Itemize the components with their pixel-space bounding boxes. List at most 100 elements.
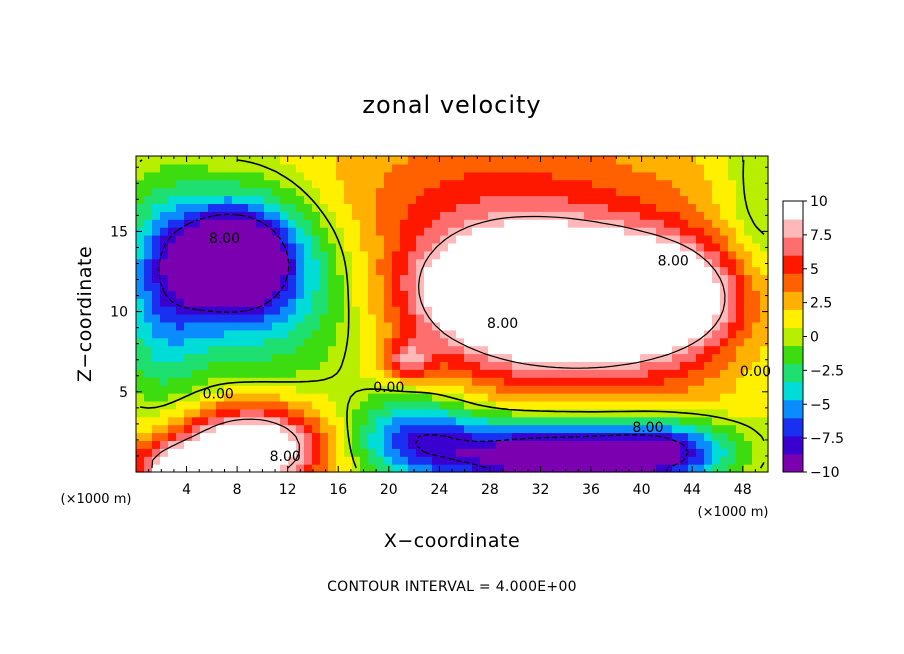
heatmap-cell	[648, 377, 657, 386]
heatmap-cell	[520, 227, 529, 236]
heatmap-cell	[336, 464, 345, 473]
heatmap-cell	[576, 306, 585, 315]
heatmap-cell	[136, 456, 145, 465]
heatmap-cell	[376, 171, 385, 181]
heatmap-cell	[360, 337, 369, 347]
heatmap-cell	[360, 393, 369, 402]
heatmap-cell	[672, 266, 681, 276]
heatmap-cell	[408, 369, 417, 378]
heatmap-cell	[424, 274, 433, 283]
heatmap-cell	[672, 361, 681, 370]
heatmap-cell	[528, 385, 537, 394]
heatmap-cell	[488, 329, 497, 339]
heatmap-cell	[408, 361, 417, 370]
heatmap-cell	[632, 258, 641, 268]
heatmap-cell	[408, 171, 417, 181]
heatmap-cell	[504, 266, 513, 276]
heatmap-cell	[616, 424, 625, 434]
heatmap-cell	[536, 456, 545, 465]
heatmap-cell	[360, 408, 369, 418]
heatmap-cell	[528, 424, 537, 434]
heatmap-cell	[728, 290, 737, 299]
heatmap-cell	[592, 290, 601, 299]
heatmap-cell	[744, 179, 753, 189]
heatmap-cell	[728, 314, 737, 323]
heatmap-cell	[552, 448, 561, 457]
heatmap-cell	[672, 274, 681, 283]
heatmap-cell	[432, 298, 441, 307]
heatmap-cell	[472, 171, 481, 181]
heatmap-cell	[416, 306, 425, 315]
x-tick-label: 48	[734, 482, 752, 498]
heatmap-cell	[512, 298, 521, 307]
heatmap-cell	[144, 266, 153, 276]
heatmap-cell	[320, 464, 329, 473]
heatmap-cell	[688, 361, 697, 370]
heatmap-cell	[696, 179, 705, 189]
heatmap-cell	[224, 156, 233, 165]
heatmap-cell	[512, 179, 521, 189]
heatmap-cell	[512, 282, 521, 291]
heatmap-cell	[296, 464, 305, 473]
heatmap-cell	[712, 353, 721, 362]
heatmap-cell	[184, 290, 193, 299]
heatmap-cell	[512, 314, 521, 323]
contour-label: 0.00	[203, 386, 234, 402]
heatmap-cell	[392, 353, 401, 362]
heatmap-cell	[192, 361, 201, 370]
heatmap-cell	[672, 235, 681, 244]
heatmap-cell	[144, 400, 153, 410]
heatmap-cell	[232, 282, 241, 291]
heatmap-cell	[464, 187, 473, 197]
heatmap-cell	[640, 219, 649, 228]
heatmap-cell	[304, 337, 313, 347]
heatmap-cell	[600, 203, 609, 212]
heatmap-cell	[472, 156, 481, 165]
heatmap-cell	[632, 432, 641, 441]
heatmap-cell	[736, 163, 745, 173]
heatmap-cell	[568, 464, 577, 473]
heatmap-cell	[296, 274, 305, 283]
heatmap-cell	[136, 448, 145, 457]
colorbar-ticks: 107.552.50−2.5−5−7.5−10	[803, 194, 844, 481]
heatmap-cell	[240, 408, 249, 418]
heatmap-cell	[392, 377, 401, 386]
heatmap-cell	[232, 440, 241, 449]
heatmap-cell	[704, 337, 713, 347]
heatmap-cell	[376, 227, 385, 236]
heatmap-cell	[560, 416, 569, 426]
heatmap-cell	[224, 424, 233, 434]
heatmap-cell	[392, 393, 401, 402]
heatmap-cell	[632, 416, 641, 426]
heatmap-cell	[728, 400, 737, 410]
heatmap-cell	[176, 306, 185, 315]
heatmap-cell	[208, 361, 217, 370]
heatmap-cell	[608, 156, 617, 165]
heatmap-cell	[432, 258, 441, 268]
heatmap-cell	[456, 353, 465, 362]
heatmap-cell	[360, 345, 369, 355]
heatmap-cell	[432, 306, 441, 315]
heatmap-cell	[168, 227, 177, 236]
heatmap-cell	[296, 171, 305, 181]
heatmap-cell	[432, 290, 441, 299]
heatmap-cell	[760, 290, 769, 299]
heatmap-cell	[464, 258, 473, 268]
heatmap-cell	[512, 235, 521, 244]
heatmap-cell	[280, 274, 289, 283]
heatmap-cell	[600, 274, 609, 283]
heatmap-cell	[472, 321, 481, 331]
heatmap-cell	[512, 203, 521, 212]
heatmap-cell	[256, 171, 265, 181]
heatmap-cell	[688, 163, 697, 173]
y-axis-label: Z−coordinate	[74, 246, 96, 382]
heatmap-cell	[472, 203, 481, 212]
heatmap-cell	[712, 306, 721, 315]
heatmap-cell	[520, 337, 529, 347]
x-tick-label: 24	[430, 482, 448, 498]
heatmap-cell	[256, 408, 265, 418]
heatmap-cell	[400, 203, 409, 212]
heatmap-cell	[544, 345, 553, 355]
heatmap-cell	[536, 385, 545, 394]
heatmap-cell	[472, 456, 481, 465]
